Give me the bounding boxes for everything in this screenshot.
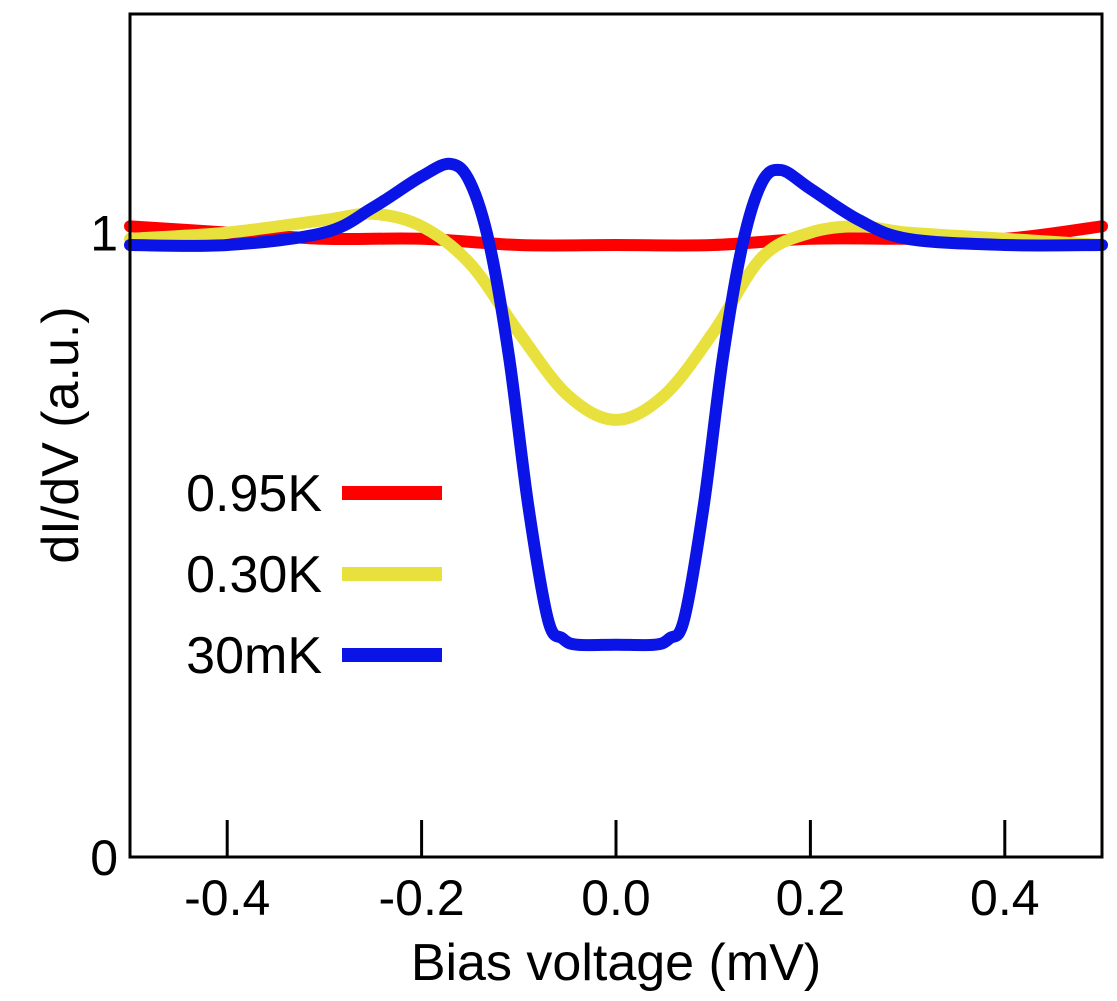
- x-ticks: -0.4 -0.2 0.0 0.2 0.4: [184, 820, 1040, 926]
- x-tick-label: 0.2: [776, 870, 846, 926]
- y-tick-label: 0: [90, 830, 118, 886]
- series-line-2: [124, 157, 1108, 652]
- legend-label-2: 30mK: [186, 627, 322, 685]
- x-tick-label: 0.0: [581, 870, 651, 926]
- x-tick-label: -0.4: [184, 870, 270, 926]
- legend-label-0: 0.95K: [186, 465, 322, 523]
- y-axis-title: dI/dV (a.u.): [32, 306, 90, 563]
- series-layer: [124, 157, 1108, 652]
- y-ticks: 01: [90, 206, 118, 886]
- y-tick-label: 1: [90, 206, 118, 262]
- x-tick-label: 0.4: [970, 870, 1040, 926]
- plot-frame: [128, 12, 1104, 859]
- x-axis-title: Bias voltage (mV): [411, 934, 821, 992]
- x-tick-label: -0.2: [379, 870, 465, 926]
- legend-label-1: 0.30K: [186, 546, 322, 604]
- legend: 0.95K 0.30K 30mK: [186, 465, 442, 685]
